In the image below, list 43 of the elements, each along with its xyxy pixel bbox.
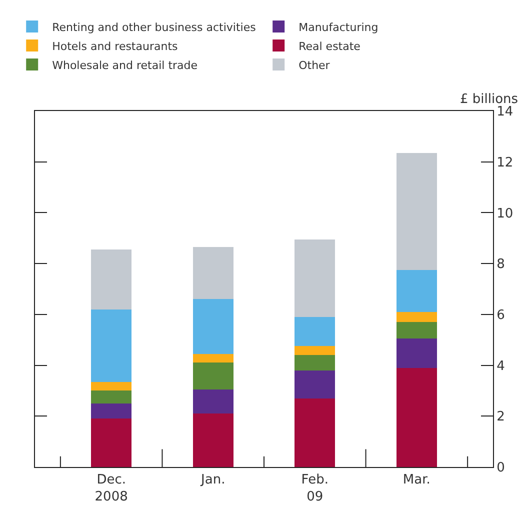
legend-label: Renting and other business activities [52, 20, 256, 34]
bar [396, 270, 438, 312]
bar [192, 414, 234, 467]
bar [294, 355, 336, 370]
bar [90, 390, 132, 404]
bar [294, 370, 336, 398]
y-axis-title: £ billions [460, 92, 518, 107]
bar [192, 362, 234, 390]
bar [192, 299, 234, 354]
bar [90, 418, 132, 467]
bar [294, 316, 336, 346]
bar [396, 368, 438, 467]
bar [396, 152, 438, 270]
bar [396, 322, 438, 339]
bar [294, 239, 336, 317]
bar [90, 403, 132, 419]
bar [192, 247, 234, 300]
y-tick-label: 2 [496, 410, 505, 425]
bar [90, 309, 132, 382]
bar [294, 346, 336, 356]
y-tick-label: 0 [496, 460, 505, 476]
x-tick-label: Mar. [402, 472, 430, 488]
y-tick-label: 12 [496, 155, 514, 170]
bar [396, 312, 438, 322]
bar [192, 354, 234, 363]
bar [294, 398, 336, 467]
legend-label: Real estate [298, 40, 361, 53]
y-tick-label: 6 [496, 308, 505, 323]
y-tick-label: 14 [496, 104, 514, 120]
y-tick-label: 10 [496, 206, 514, 222]
legend-label: Wholesale and retail trade [52, 58, 198, 72]
legend-label: Hotels and restaurants [52, 40, 178, 53]
y-tick-label: 8 [496, 257, 505, 272]
bar [90, 382, 132, 391]
x-tick-label: Dec. 2008 [94, 472, 128, 504]
legend-label: Manufacturing [298, 20, 378, 34]
bar [396, 338, 438, 368]
bar [192, 389, 234, 414]
x-tick-label: Feb. 09 [301, 472, 328, 504]
x-tick-label: Jan. [200, 472, 226, 488]
y-tick-label: 4 [496, 358, 505, 374]
legend-label: Other [298, 58, 330, 72]
bar [90, 250, 132, 310]
